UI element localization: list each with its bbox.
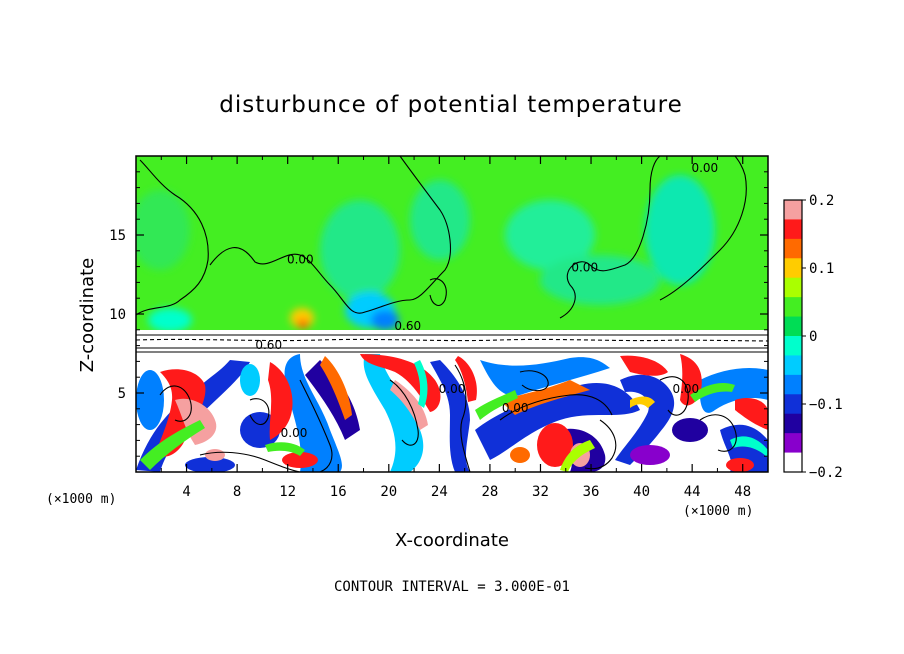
colorbar-tick-label: 0.1 xyxy=(809,261,834,277)
contour-labels: 0.00 0.00 0.00 0.60 0.60 0.00 0.00 0.00 0.00 xyxy=(255,161,718,440)
contour-label: 0.00 xyxy=(281,426,308,440)
x-tick-label: 28 xyxy=(481,484,498,500)
colorbar-swatch xyxy=(784,277,802,298)
colorbar-tick-label: −0.1 xyxy=(809,397,843,413)
colorbar-tick-label: 0.2 xyxy=(809,193,834,209)
colorbar-swatch xyxy=(784,219,802,240)
colorbar-swatch xyxy=(784,336,802,356)
colorbar-swatch xyxy=(784,316,802,337)
y-tick-label: 10 xyxy=(109,307,126,323)
y-axis-label: Z-coordinate xyxy=(77,258,98,373)
colorbar-swatch xyxy=(784,413,802,434)
contour-label: 0.00 xyxy=(691,161,718,175)
x-axis-label: X-coordinate xyxy=(395,530,509,551)
colorbar-swatch xyxy=(784,374,802,395)
colorbar-swatch xyxy=(784,258,802,279)
colorbar-swatch xyxy=(784,297,802,318)
contour-lines xyxy=(136,156,768,472)
lower-layer-anomalies xyxy=(136,354,768,472)
x-tick-label: 40 xyxy=(633,484,650,500)
upper-layer-anomalies xyxy=(136,175,715,332)
colorbar-swatch xyxy=(784,238,802,259)
contour-label: 0.00 xyxy=(672,382,699,396)
y-unit-label: (×1000 m) xyxy=(46,492,116,507)
x-tick-label: 32 xyxy=(532,484,549,500)
y-axis: 5 10 15 xyxy=(109,171,768,457)
colorbar-swatch xyxy=(784,355,802,376)
x-tick-label: 16 xyxy=(330,484,347,500)
contour-label: 0.00 xyxy=(287,252,314,266)
x-tick-label: 44 xyxy=(684,484,701,500)
contour-label: 0.00 xyxy=(439,382,466,396)
contour-interval-note: CONTOUR INTERVAL = 3.000E-01 xyxy=(334,579,570,595)
colorbar: 0.2 0.1 0 −0.1 −0.2 xyxy=(783,193,843,481)
colorbar-swatch xyxy=(784,200,802,220)
colorbar-tick-label: −0.2 xyxy=(809,465,843,481)
x-tick-label: 24 xyxy=(431,484,448,500)
contour-label: 0.60 xyxy=(255,338,282,352)
contour-label: 0.00 xyxy=(502,401,529,415)
x-tick-label: 20 xyxy=(380,484,397,500)
x-unit-label: (×1000 m) xyxy=(683,504,753,519)
contour-label: 0.60 xyxy=(394,319,421,333)
colorbar-tick-label: 0 xyxy=(809,329,817,345)
y-tick-label: 15 xyxy=(109,228,126,244)
contour-label: 0.00 xyxy=(571,260,598,274)
x-tick-label: 48 xyxy=(734,484,751,500)
colorbar-swatch xyxy=(784,452,802,473)
x-axis: 4 8 12 16 20 24 28 32 36 40 44 48 xyxy=(160,156,751,500)
x-tick-label: 36 xyxy=(583,484,600,500)
x-tick-label: 12 xyxy=(279,484,296,500)
y-tick-label: 5 xyxy=(118,386,126,402)
heatmap-field xyxy=(136,156,768,472)
x-tick-label: 4 xyxy=(182,484,190,500)
inversion-band xyxy=(136,330,768,354)
colorbar-swatch xyxy=(784,394,802,415)
chart-title: disturbunce of potential temperature xyxy=(219,92,683,118)
x-tick-label: 8 xyxy=(233,484,241,500)
colorbar-swatch xyxy=(784,433,802,454)
